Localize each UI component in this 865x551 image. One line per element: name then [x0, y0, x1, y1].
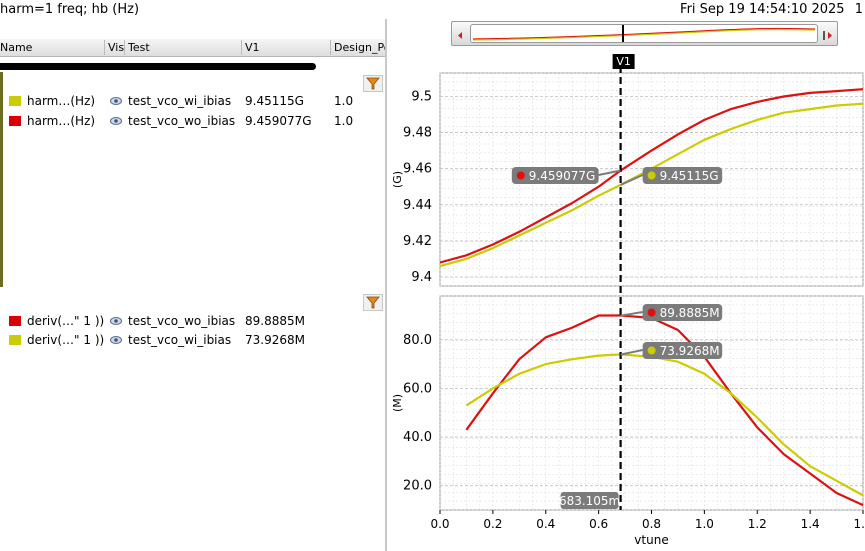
signal-name: harm…(Hz) — [27, 94, 96, 108]
filter-icon — [366, 296, 380, 309]
color-swatch — [9, 96, 21, 106]
eye-icon[interactable] — [110, 96, 122, 106]
overview-trace — [472, 25, 816, 42]
y-tick-label: 9.5 — [411, 89, 432, 104]
test-name: test_vco_wo_ibias — [128, 314, 236, 328]
marker-dot — [647, 308, 656, 317]
y-axis-label: (G) — [391, 171, 404, 188]
x-tick-label: 1.2 — [748, 517, 767, 531]
column-header-design-point[interactable]: Design_Point — [334, 41, 385, 54]
color-swatch — [9, 335, 21, 345]
y-tick-label: 60.0 — [403, 381, 432, 396]
x-tick-label: 0.8 — [642, 517, 661, 531]
signal-name: deriv(…" 1 )) — [27, 314, 105, 328]
cursor-label-box — [612, 54, 635, 69]
v1-value: 89.8885M — [245, 314, 305, 328]
overview-scrollbar[interactable] — [451, 21, 838, 46]
y-axis-label: (M) — [391, 394, 404, 412]
marker-label: 89.8885M — [660, 306, 720, 320]
test-name: test_vco_wi_ibias — [128, 333, 232, 347]
y-tick-label: 80.0 — [403, 333, 432, 348]
column-header-vis[interactable]: Vis — [108, 40, 125, 55]
y-tick-label: 9.46 — [403, 162, 432, 177]
edge-text: 1 — [854, 2, 863, 17]
x-tick-label: 0.2 — [483, 517, 502, 531]
overview-thumb[interactable] — [470, 24, 818, 43]
test-name: test_vco_wi_ibias — [128, 94, 232, 108]
eye-icon[interactable] — [110, 335, 122, 345]
color-swatch — [9, 316, 21, 326]
marker-tag — [511, 167, 599, 184]
test-name: test_vco_wo_ibias — [128, 114, 236, 128]
marker-tag — [642, 342, 723, 359]
arrow-left-icon — [458, 32, 462, 39]
x-tick-label: 0.4 — [536, 517, 555, 531]
pane-splitter[interactable] — [385, 19, 387, 551]
design-point-value: 1.0 — [334, 94, 354, 108]
y-tick-label: 9.48 — [403, 126, 432, 141]
marker-leader — [598, 169, 621, 176]
group-bracket — [0, 72, 3, 287]
signal-name: deriv(…" 1 )) — [27, 333, 105, 347]
series-line — [439, 88, 864, 264]
v1-value: 9.459077G — [245, 114, 312, 128]
table-header: Name Vis Test V1 Design_Point — [0, 39, 385, 57]
results-table-pane: Name Vis Test V1 Design_Point — [0, 19, 385, 551]
column-header-v1[interactable]: V1 — [243, 40, 331, 55]
scroll-left-button[interactable] — [455, 27, 465, 40]
marker-leader — [620, 174, 644, 186]
signal-name: harm…(Hz) — [27, 114, 96, 128]
filter-button-group1[interactable] — [363, 75, 383, 92]
y-tick-label: 9.4 — [411, 270, 432, 285]
x-axis-label: vtune — [634, 533, 668, 547]
v1-value: 73.9268M — [245, 333, 305, 347]
y-tick-label: 9.42 — [403, 234, 432, 249]
marker-tag — [642, 304, 723, 321]
marker-leader — [620, 349, 643, 356]
design-point-value: 1.0 — [334, 114, 354, 128]
marker-leader — [620, 311, 643, 317]
marker-dot — [647, 171, 656, 180]
marker-dot — [647, 346, 656, 355]
arrow-right-icon — [823, 31, 832, 40]
waveform-chart[interactable]: 9.4 9.42 9.44 9.46 9.48 9.5 (G) 20.0 40.0 60.0 80.… — [387, 48, 865, 551]
cursor-x-readout-box — [560, 492, 619, 509]
color-swatch — [9, 116, 21, 126]
group-separator-bar — [0, 63, 316, 70]
y-tick-label: 20.0 — [403, 479, 432, 494]
y-tick-label: 40.0 — [403, 430, 432, 445]
x-tick-label: 0.0 — [430, 517, 449, 531]
column-header-test[interactable]: Test — [126, 40, 242, 55]
window-title: harm=1 freq; hb (Hz) — [0, 2, 140, 17]
cursor-x-readout: 683.105m — [559, 494, 620, 508]
eye-icon[interactable] — [110, 116, 122, 126]
datetime-text: Fri Sep 19 14:54:10 2025 — [680, 2, 845, 17]
cursor-label: V1 — [616, 55, 631, 68]
x-tick-label: 1.4 — [801, 517, 820, 531]
scroll-right-button[interactable] — [822, 27, 836, 40]
x-tick-label: 1.6 — [853, 517, 865, 531]
x-tick-label: 0.6 — [589, 517, 608, 531]
series-line — [465, 314, 864, 507]
y-tick-label: 9.44 — [403, 198, 432, 213]
filter-button-group2[interactable] — [363, 294, 383, 311]
marker-label: 73.9268M — [660, 344, 720, 358]
marker-label: 9.459077G — [529, 169, 596, 183]
marker-dot — [516, 171, 525, 180]
v1-value: 9.45115G — [245, 94, 304, 108]
marker-tag — [642, 167, 723, 184]
eye-icon[interactable] — [110, 316, 122, 326]
datetime-display: Fri Sep 19 14:54:10 2025 1 — [680, 2, 863, 17]
marker-label: 9.45115G — [660, 169, 719, 183]
filter-icon — [366, 77, 380, 90]
column-header-name[interactable]: Name — [0, 40, 105, 55]
x-tick-label: 1.0 — [695, 517, 714, 531]
series-line — [465, 353, 864, 497]
